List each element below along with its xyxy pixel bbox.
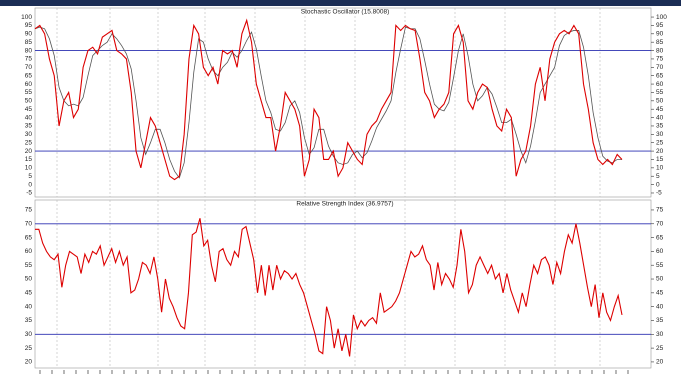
y-tick-label: 15 xyxy=(25,156,33,163)
panel-title: Relative Strength Index (36.9757) xyxy=(296,201,393,208)
y-tick-label: 30 xyxy=(25,331,33,338)
y-tick-label: 75 xyxy=(25,207,33,214)
y-tick-label-right: 60 xyxy=(656,81,664,88)
y-tick-label: 55 xyxy=(25,89,33,96)
y-tick-label-right: 50 xyxy=(656,276,664,283)
y-tick-label-right: 60 xyxy=(656,248,664,255)
y-tick-label: 25 xyxy=(25,345,33,352)
y-tick-label-right: 80 xyxy=(656,47,664,54)
y-tick-label-right: 10 xyxy=(656,165,664,172)
panel-frame xyxy=(34,199,652,369)
y-tick-label: 0 xyxy=(28,181,32,188)
y-tick-label: 65 xyxy=(25,234,33,241)
y-tick-label: 20 xyxy=(25,148,33,155)
y-tick-label: 35 xyxy=(25,317,33,324)
y-tick-label: 45 xyxy=(25,290,33,297)
y-tick-label-right: 45 xyxy=(656,106,664,113)
y-tick-label-right: 50 xyxy=(656,98,664,105)
y-tick-label: 70 xyxy=(25,64,33,71)
y-tick-label-right: 65 xyxy=(656,72,664,79)
y-tick-label-right: 30 xyxy=(656,131,664,138)
y-tick-label: 25 xyxy=(25,139,33,146)
y-tick-label-right: 75 xyxy=(656,207,664,214)
y-tick-label-right: 65 xyxy=(656,234,664,241)
top-bar xyxy=(0,0,681,6)
y-tick-label-right: 75 xyxy=(656,56,664,63)
panel-title: Stochastic Oscillator (15.8008) xyxy=(301,9,390,16)
y-tick-label-right: 40 xyxy=(656,114,664,121)
y-tick-label-right: 25 xyxy=(656,139,664,146)
y-tick-label-right: 70 xyxy=(656,64,664,71)
series-line xyxy=(34,26,622,179)
y-tick-label-right: 90 xyxy=(656,31,664,38)
y-tick-label: 20 xyxy=(25,359,33,366)
y-tick-label-right: 85 xyxy=(656,39,664,46)
y-tick-label: 70 xyxy=(25,220,33,227)
y-tick-label-right: 35 xyxy=(656,123,664,130)
y-tick-label-right: 100 xyxy=(656,14,667,21)
y-tick-label: 40 xyxy=(25,114,33,121)
y-tick-label-right: 5 xyxy=(656,173,660,180)
y-tick-label: 45 xyxy=(25,106,33,113)
y-tick-label: 65 xyxy=(25,72,33,79)
y-tick-label-right: 25 xyxy=(656,345,664,352)
y-tick-label-right: -5 xyxy=(656,190,662,197)
y-tick-label-right: 35 xyxy=(656,317,664,324)
y-tick-label: 60 xyxy=(25,81,33,88)
y-tick-label-right: 45 xyxy=(656,290,664,297)
y-tick-label: 5 xyxy=(28,173,32,180)
y-tick-label: 10 xyxy=(25,165,33,172)
y-tick-label: 40 xyxy=(25,303,33,310)
y-tick-label-right: 20 xyxy=(656,148,664,155)
y-tick-label: 60 xyxy=(25,248,33,255)
y-tick-label-right: 40 xyxy=(656,303,664,310)
y-tick-label-right: 30 xyxy=(656,331,664,338)
y-tick-label-right: 20 xyxy=(656,359,664,366)
y-tick-label: 90 xyxy=(25,31,33,38)
series-line xyxy=(34,18,623,181)
y-tick-label-right: 95 xyxy=(656,22,664,29)
y-tick-label: 30 xyxy=(25,131,33,138)
y-tick-label: -5 xyxy=(26,190,32,197)
y-tick-label: 100 xyxy=(21,14,32,21)
y-tick-label: 50 xyxy=(25,276,33,283)
y-tick-label-right: 55 xyxy=(656,262,664,269)
y-tick-label: 50 xyxy=(25,98,33,105)
y-tick-label: 75 xyxy=(25,56,33,63)
y-tick-label-right: 0 xyxy=(656,181,660,188)
y-tick-label: 85 xyxy=(25,39,33,46)
y-tick-label: 95 xyxy=(25,22,33,29)
y-tick-label: 35 xyxy=(25,123,33,130)
series-line xyxy=(35,218,623,357)
y-tick-label-right: 15 xyxy=(656,156,664,163)
y-tick-label-right: 55 xyxy=(656,89,664,96)
y-tick-label-right: 70 xyxy=(656,220,664,227)
y-tick-label: 80 xyxy=(25,47,33,54)
y-tick-label: 55 xyxy=(25,262,33,269)
